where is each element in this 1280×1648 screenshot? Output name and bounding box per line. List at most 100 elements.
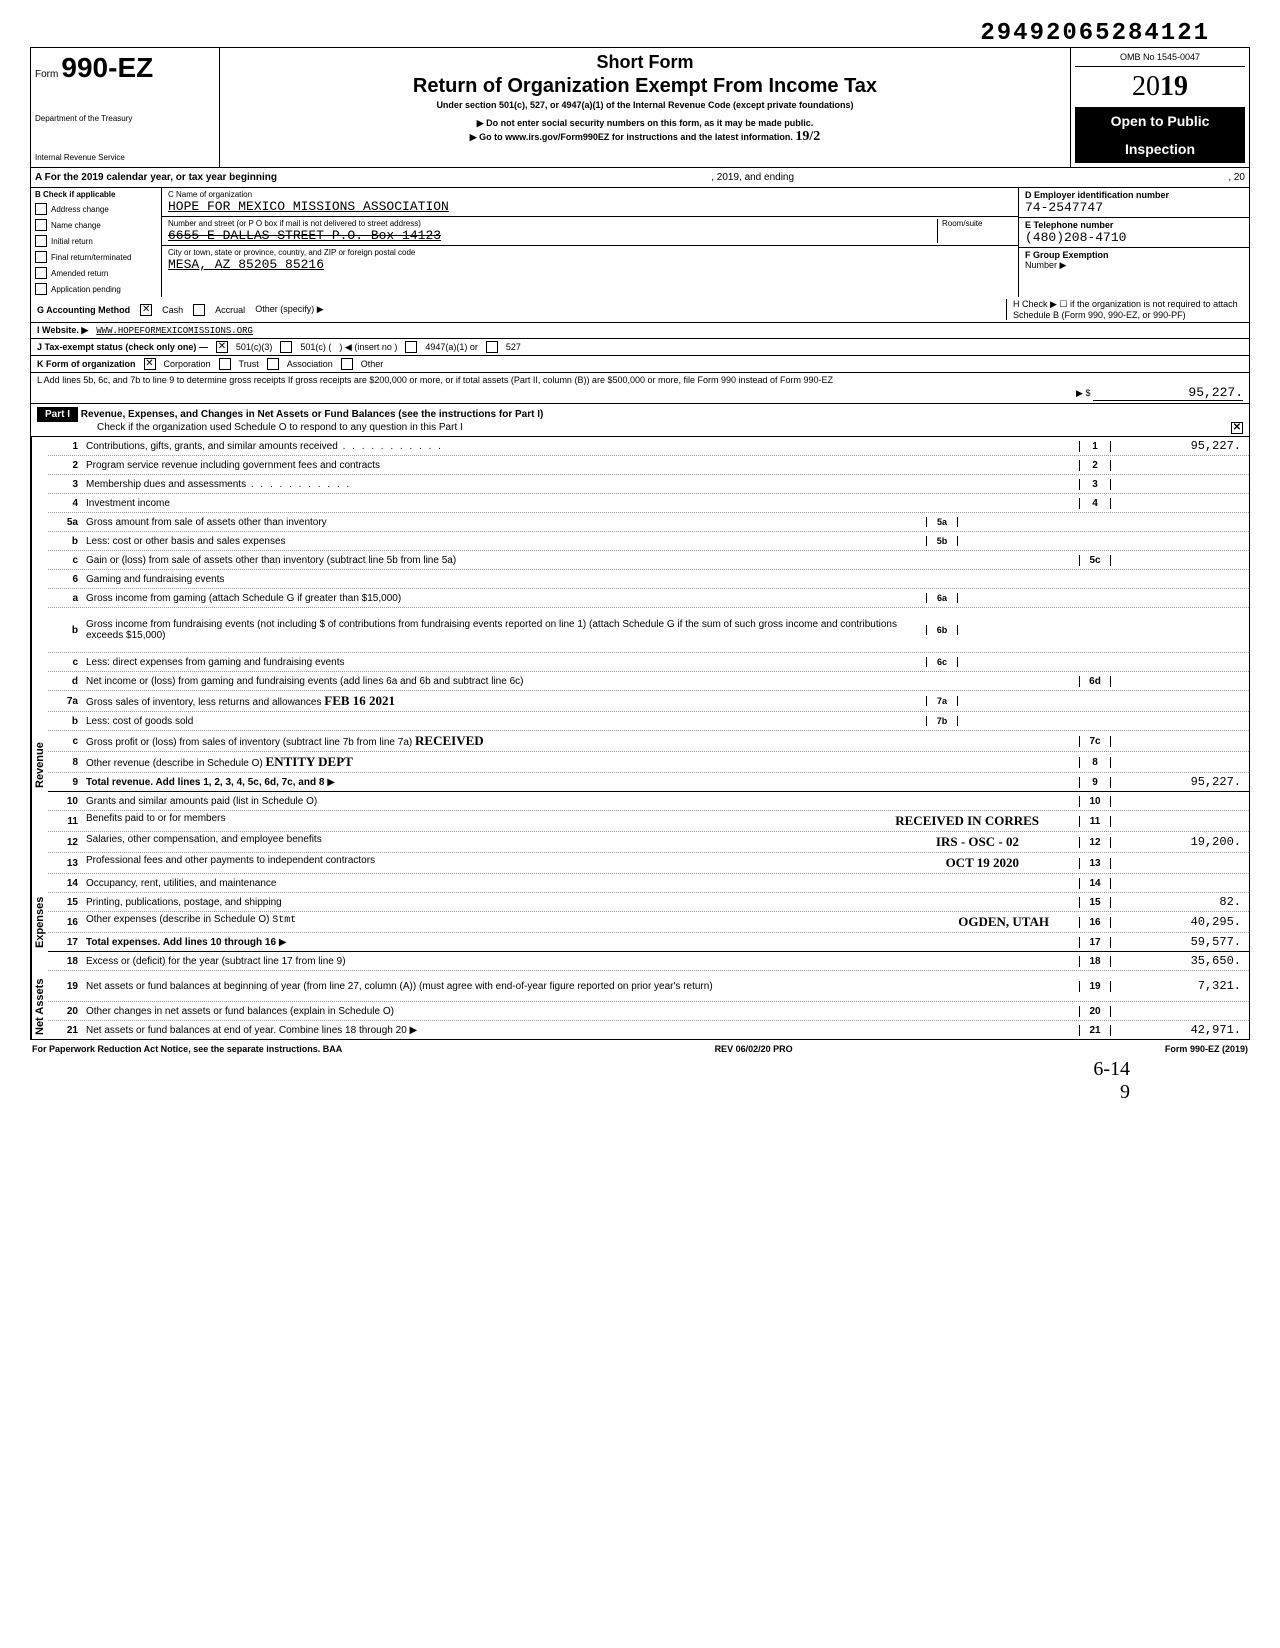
check-501c3[interactable] (216, 341, 228, 353)
check-pending[interactable] (35, 283, 47, 295)
mb6a: 6a (926, 593, 958, 603)
lv21: 42,971. (1111, 1023, 1249, 1037)
ld12: Salaries, other compensation, and employ… (86, 832, 1079, 852)
b-pend: Application pending (51, 285, 121, 294)
ld2: Program service revenue including govern… (86, 458, 1079, 473)
check-501c[interactable] (280, 341, 292, 353)
ln6a: a (48, 593, 86, 604)
check-address[interactable] (35, 203, 47, 215)
mb5a: 5a (926, 517, 958, 527)
ld21: Net assets or fund balances at end of ye… (86, 1023, 1079, 1038)
ln18: 18 (48, 956, 86, 967)
check-amended[interactable] (35, 267, 47, 279)
ld7c: Gross profit or (loss) from sales of inv… (86, 731, 1079, 751)
c-room-label: Room/suite (942, 219, 1012, 228)
ld7b: Less: cost of goods sold (86, 714, 926, 729)
short-form-label: Short Form (230, 52, 1060, 73)
mb6b: 6b (926, 625, 958, 635)
ld6d: Net income or (loss) from gaming and fun… (86, 674, 1079, 689)
hand-date: 19/2 (795, 129, 820, 144)
check-initial[interactable] (35, 235, 47, 247)
check-assoc[interactable] (267, 358, 279, 370)
g-cash: Cash (162, 305, 183, 315)
check-cash[interactable] (140, 304, 152, 316)
h-label: H Check ▶ ☐ if the organization is not r… (1006, 299, 1243, 320)
lb6d: 6d (1079, 676, 1111, 687)
footer-left: For Paperwork Reduction Act Notice, see … (32, 1044, 342, 1054)
i-label: I Website. ▶ (37, 325, 88, 336)
ld6a: Gross income from gaming (attach Schedul… (86, 591, 926, 606)
check-name[interactable] (35, 219, 47, 231)
lv1: 95,227. (1111, 439, 1249, 453)
ln7c: c (48, 736, 86, 747)
lv17: 59,577. (1111, 935, 1249, 949)
c-street-label: Number and street (or P O box if mail is… (168, 219, 937, 228)
lv16: 40,295. (1111, 915, 1249, 929)
ld7a: Gross sales of inventory, less returns a… (86, 691, 926, 711)
mb7b: 7b (926, 716, 958, 726)
lb13: 13 (1079, 858, 1111, 869)
ld6c: Less: direct expenses from gaming and fu… (86, 655, 926, 670)
form-prefix: Form (35, 69, 58, 80)
ln5c: c (48, 555, 86, 566)
ld15: Printing, publications, postage, and shi… (86, 895, 1079, 910)
row-a-label: A For the 2019 calendar year, or tax yea… (35, 172, 277, 183)
ln19: 19 (48, 981, 86, 992)
ld17: Total expenses. Add lines 10 through 16 … (86, 935, 1079, 950)
goto-url: ▶ Go to www.irs.gov/Form990EZ for instru… (230, 129, 1060, 145)
b-final: Final return/terminated (51, 253, 131, 262)
omb-number: OMB No 1545-0047 (1075, 52, 1245, 67)
ln6d: d (48, 676, 86, 687)
stmt-ref: Stmt (272, 915, 296, 926)
l-text: L Add lines 5b, 6c, and 7b to line 9 to … (37, 375, 833, 385)
check-accrual[interactable] (193, 304, 205, 316)
ld13-t: Professional fees and other payments to … (86, 855, 375, 866)
check-corp[interactable] (144, 358, 156, 370)
j-527: 527 (506, 342, 521, 352)
row-a-mid: , 2019, and ending (711, 172, 794, 183)
lv19: 7,321. (1111, 979, 1249, 993)
lb16: 16 (1079, 917, 1111, 928)
check-527[interactable] (486, 341, 498, 353)
ln6: 6 (48, 574, 86, 585)
mb6c: 6c (926, 657, 958, 667)
footer-mid: REV 06/02/20 PRO (715, 1044, 793, 1054)
dept-irs: Internal Revenue Service (35, 153, 215, 162)
check-trust[interactable] (219, 358, 231, 370)
dept-treasury: Department of the Treasury (35, 114, 215, 123)
ld11: Benefits paid to or for members RECEIVED… (86, 811, 1079, 831)
ld13: Professional fees and other payments to … (86, 853, 1079, 873)
tax-year: 2019 (1075, 71, 1245, 103)
stamp-corres1: RECEIVED IN CORRES (895, 813, 1039, 829)
part1-checkbox[interactable] (1231, 422, 1243, 434)
ln20: 20 (48, 1006, 86, 1017)
lb3: 3 (1079, 479, 1111, 490)
k-assoc: Association (287, 359, 333, 369)
ln9: 9 (48, 777, 86, 788)
stamp-oct: OCT 19 2020 (946, 855, 1019, 871)
label-expenses: Expenses (31, 792, 48, 952)
check-4947[interactable] (405, 341, 417, 353)
lb21: 21 (1079, 1025, 1111, 1036)
ein: 74-2547747 (1025, 200, 1243, 215)
k-other: Other (361, 359, 384, 369)
l-arrow: ▶ $ (1076, 388, 1090, 398)
lb7c: 7c (1079, 736, 1111, 747)
ld5b: Less: cost or other basis and sales expe… (86, 534, 926, 549)
return-title: Return of Organization Exempt From Incom… (230, 75, 1060, 98)
b-addr: Address change (51, 205, 109, 214)
mb5b: 5b (926, 536, 958, 546)
check-final[interactable] (35, 251, 47, 263)
ln6c: c (48, 657, 86, 668)
check-other[interactable] (341, 358, 353, 370)
lb17: 17 (1079, 937, 1111, 948)
ln7a: 7a (48, 696, 86, 707)
lb11: 11 (1079, 816, 1111, 827)
ld16: Other expenses (describe in Schedule O) … (86, 912, 1079, 932)
part1-label: Part I (37, 407, 78, 422)
ld1: Contributions, gifts, grants, and simila… (86, 439, 1079, 454)
document-number: 29492065284121 (30, 20, 1250, 47)
ld9: Total revenue. Add lines 1, 2, 3, 4, 5c,… (86, 775, 1079, 790)
b-init: Initial return (51, 237, 93, 246)
row-l: L Add lines 5b, 6c, and 7b to line 9 to … (30, 373, 1250, 404)
